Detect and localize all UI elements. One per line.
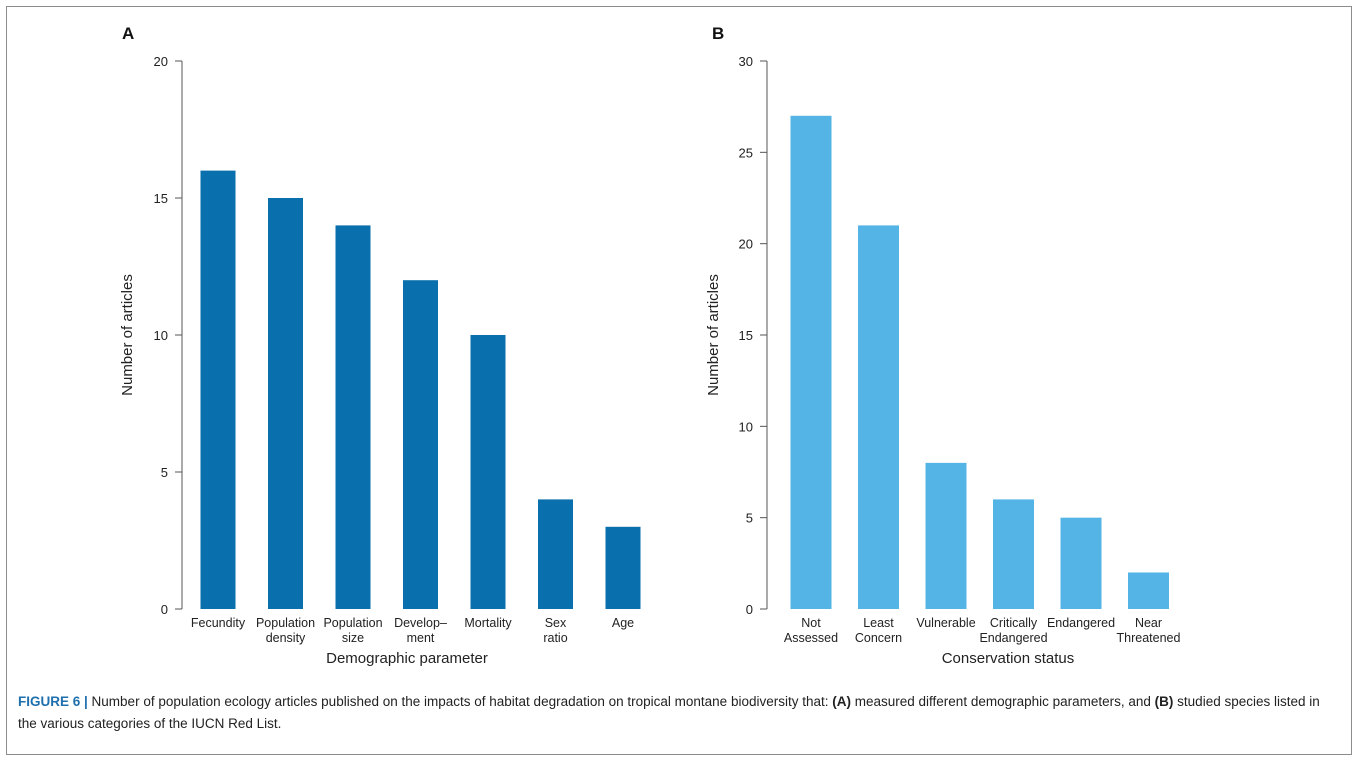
panel-a-category-label: size xyxy=(342,631,364,645)
panel-b-category-label: Threatened xyxy=(1117,631,1181,645)
panel-a-x-axis-label: Demographic parameter xyxy=(326,650,488,667)
panel-b-y-tick-label: 0 xyxy=(746,602,753,617)
panel-a-category-label: Population xyxy=(256,616,315,630)
caption-text-2: measured different demographic parameter… xyxy=(851,694,1155,709)
panel-b-category-label: Not xyxy=(801,616,821,630)
panel-a-bar xyxy=(470,335,506,609)
panel-a-chart: A 0 5 10 15 20 Number of articles Fecundity Popu… xyxy=(119,24,641,667)
figure-charts: A 0 5 10 15 20 Number of articles Fecundity Popu… xyxy=(119,24,1181,667)
panel-b-y-tick-label: 25 xyxy=(739,145,753,160)
panel-b-y-tick-label: 20 xyxy=(739,237,753,252)
panel-a-category-label: Population xyxy=(323,616,382,630)
panel-b-y-tick-label: 10 xyxy=(739,419,753,434)
panel-b-y-tick-label: 15 xyxy=(739,328,753,343)
panel-a-y-tick-label: 5 xyxy=(161,465,168,480)
panel-a-bar xyxy=(403,280,438,609)
panel-a-bar xyxy=(538,499,573,609)
panel-b-bar xyxy=(858,225,899,609)
panel-b-bar xyxy=(1128,572,1169,609)
panel-a-category-label: Sex xyxy=(545,616,567,630)
panel-b-category-label: Near xyxy=(1135,616,1162,630)
panel-b-category-label: Concern xyxy=(855,631,902,645)
panel-a-y-tick-label: 20 xyxy=(154,54,168,69)
panel-a-letter: A xyxy=(122,24,134,43)
caption-label: FIGURE 6 | xyxy=(18,694,88,709)
panel-a-category-label: density xyxy=(266,631,306,645)
panel-a-category-label: ratio xyxy=(543,631,567,645)
figure-frame xyxy=(6,6,1352,755)
panel-b-category-label: Endangered xyxy=(979,631,1047,645)
panel-b-chart: B 0 5 10 15 20 25 30 Number of articles NotAssess… xyxy=(705,24,1181,667)
panel-a-bar xyxy=(268,198,303,609)
panel-a-category-label: Age xyxy=(612,616,634,630)
panel-a-y-tick-label: 15 xyxy=(154,191,168,206)
panel-b-bar xyxy=(925,462,967,609)
panel-a-y-axis-label: Number of articles xyxy=(119,274,136,396)
panel-b-bar xyxy=(790,115,832,610)
panel-b-letter: B xyxy=(712,24,724,43)
panel-b-category-label: Critically xyxy=(990,616,1038,630)
panel-a-y-tick-label: 10 xyxy=(154,328,168,343)
panel-b-category-label: Assessed xyxy=(784,631,838,645)
caption-text-3: studied species listed in the various ca… xyxy=(18,694,1320,731)
panel-b-category-label: Endangered xyxy=(1047,616,1115,630)
panel-b-bar xyxy=(1060,517,1102,609)
panel-b-bar xyxy=(993,499,1034,609)
panel-a-category-label: Mortality xyxy=(464,616,512,630)
panel-a-bar xyxy=(605,526,641,609)
panel-b-category-label: Least xyxy=(863,616,894,630)
panel-b-category-label: Vulnerable xyxy=(916,616,975,630)
caption-b-ref: (B) xyxy=(1154,694,1174,709)
panel-a-bar xyxy=(200,170,236,609)
panel-a-bar xyxy=(335,225,371,609)
panel-a-category-label: ment xyxy=(407,631,435,645)
panel-a-category-label: Develop– xyxy=(394,616,447,630)
panel-b-y-tick-label: 30 xyxy=(739,54,753,69)
caption-a-ref: (A) xyxy=(832,694,851,709)
panel-a-y-tick-label: 0 xyxy=(161,602,168,617)
caption-text-1: Number of population ecology articles pu… xyxy=(87,694,833,709)
panel-b-y-tick-label: 5 xyxy=(746,511,753,526)
panel-a-category-label: Fecundity xyxy=(191,616,246,630)
figure-caption: FIGURE 6 | Number of population ecology … xyxy=(18,691,1338,735)
panel-b-x-axis-label: Conservation status xyxy=(942,650,1075,667)
panel-b-y-axis-label: Number of articles xyxy=(705,274,722,396)
